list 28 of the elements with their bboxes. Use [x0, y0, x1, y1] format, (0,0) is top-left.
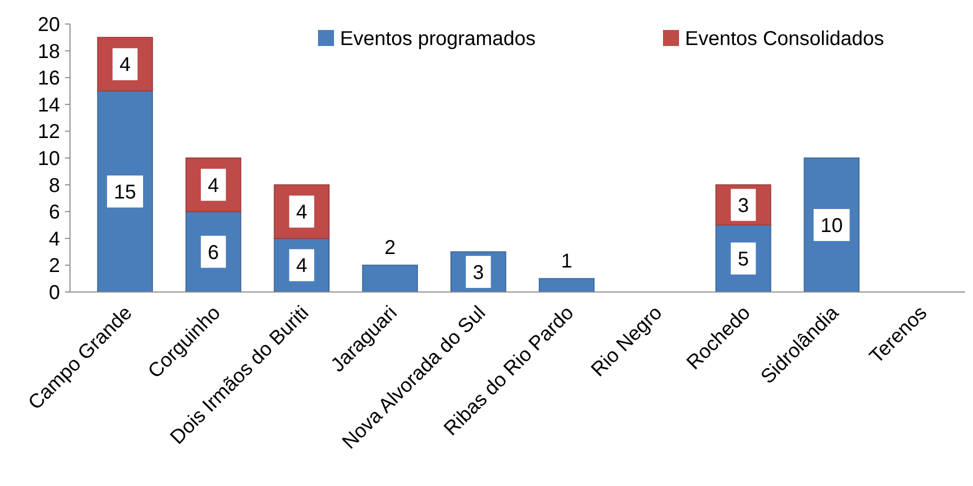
bar [362, 264, 418, 292]
data-label: 4 [296, 255, 308, 278]
y-tick-label: 8 [48, 174, 60, 197]
data-label: 5 [738, 248, 749, 270]
y-tick-label: 0 [48, 282, 60, 304]
legend-label: Eventos programados [340, 28, 536, 50]
data-label: 2 [384, 237, 396, 260]
data-label: 3 [738, 194, 749, 217]
data-label: 1 [561, 250, 572, 273]
y-tick-label: 10 [38, 148, 60, 170]
y-tick-label: 6 [48, 202, 60, 224]
y-tick-label: 14 [38, 94, 60, 116]
data-label: 6 [208, 242, 219, 264]
bar [538, 278, 595, 292]
data-label: 4 [119, 54, 131, 76]
y-tick-label: 16 [38, 68, 60, 90]
data-label: 3 [472, 262, 484, 284]
legend-label: Eventos Consolidados [685, 28, 884, 50]
data-label: 4 [208, 174, 219, 197]
data-label: 10 [820, 215, 843, 237]
y-tick-label: 18 [38, 40, 60, 63]
y-tick-label: 12 [38, 121, 60, 144]
bar [97, 90, 153, 292]
data-label: 15 [114, 182, 136, 204]
y-tick-label: 2 [48, 255, 60, 278]
y-tick-label: 4 [48, 228, 60, 250]
data-label: 4 [296, 202, 308, 224]
y-tick-label: 20 [38, 14, 60, 36]
